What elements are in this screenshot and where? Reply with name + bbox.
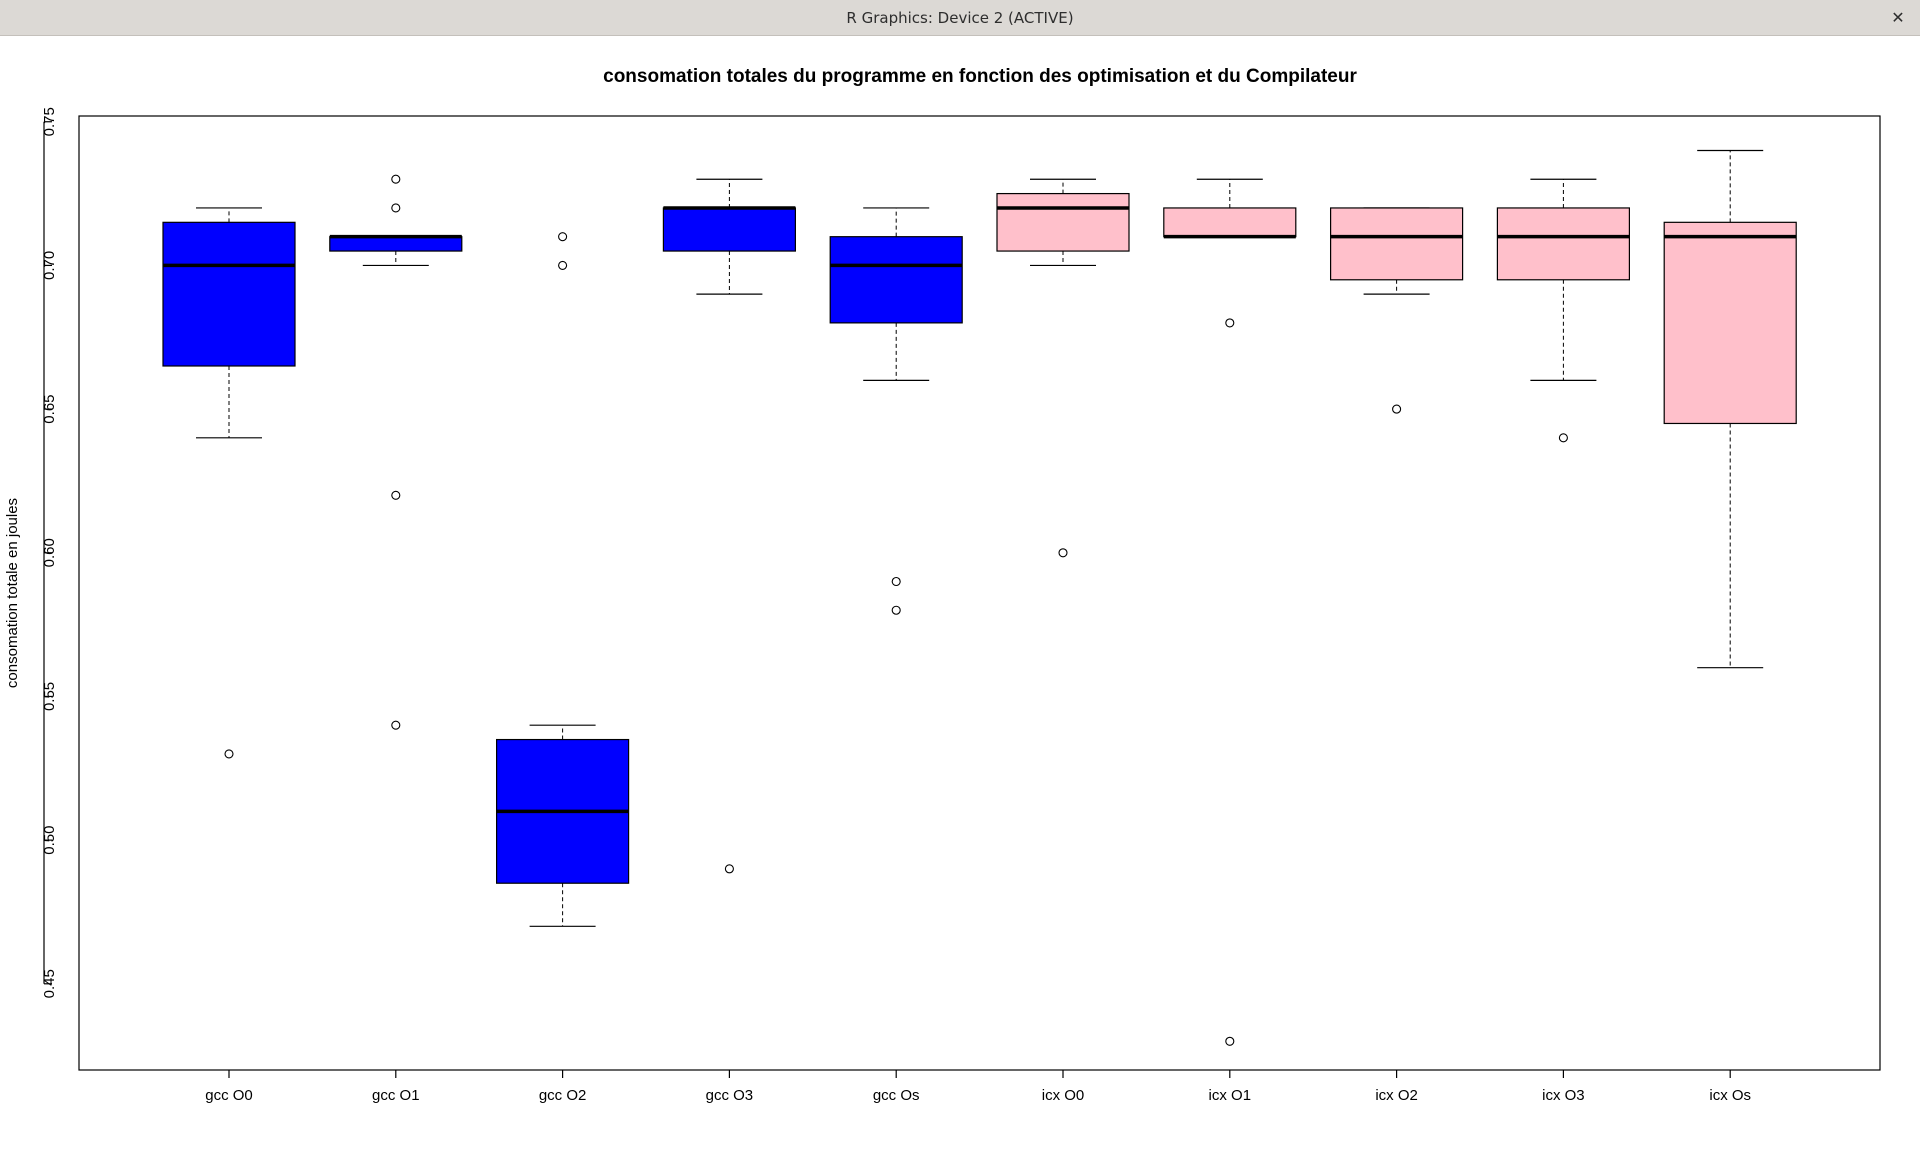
y-tick-label: 0.60: [41, 538, 58, 567]
box-iqr: [1663, 221, 1797, 425]
box-gcc-os: [829, 207, 963, 615]
window-titlebar: R Graphics: Device 2 (ACTIVE) ✕: [0, 0, 1920, 36]
outlier-point: [391, 490, 401, 500]
x-tick-label: gcc O3: [706, 1087, 754, 1104]
box-iqr: [996, 192, 1130, 252]
x-tick-label: icx O0: [1042, 1087, 1085, 1104]
box-icx-o2: [1329, 207, 1464, 414]
x-tick-label: icx O1: [1209, 1087, 1252, 1104]
x-tick-label: gcc Os: [873, 1087, 920, 1104]
box-iqr: [829, 236, 963, 324]
box-iqr: [1329, 207, 1464, 281]
y-tick-label: 0.70: [41, 251, 58, 280]
box-icx-os: [1663, 149, 1797, 669]
outlier-point: [1225, 318, 1235, 328]
y-axis-label: consomation totale en joules: [4, 498, 21, 688]
x-tick-label: icx O2: [1375, 1087, 1418, 1104]
outlier-point: [891, 605, 901, 615]
box-gcc-o1: [329, 174, 463, 730]
y-axis: 0.45 0.50 0.55 0.60 0.65 0.70 0.75: [41, 107, 58, 998]
boxes-group: [162, 149, 1797, 1046]
y-tick-label: 0.75: [41, 107, 58, 136]
box-icx-o1: [1163, 178, 1297, 1046]
box-icx-o0: [996, 178, 1130, 558]
y-tick-label: 0.65: [41, 394, 58, 423]
y-tick-label: 0.45: [41, 969, 58, 998]
box-iqr: [662, 207, 797, 252]
outlier-point: [391, 174, 401, 184]
box-gcc-o3: [662, 178, 797, 874]
outlier-point: [1058, 548, 1068, 558]
box-iqr: [1163, 207, 1297, 238]
outlier-point: [1225, 1036, 1235, 1046]
outlier-point: [558, 260, 568, 270]
outlier-point: [724, 864, 734, 874]
outlier-point: [224, 749, 234, 759]
x-tick-label: gcc O0: [205, 1087, 253, 1104]
y-tick-label: 0.55: [41, 682, 58, 711]
outlier-point: [1558, 433, 1568, 443]
boxplot-chart: consomation totales du programme en fonc…: [4, 66, 1881, 1104]
box-icx-o3: [1496, 178, 1631, 443]
x-tick-label: gcc O1: [372, 1087, 420, 1104]
outlier-point: [391, 203, 401, 213]
x-axis: gcc O0 gcc O1 gcc O2 gcc O3 gcc Os icx O0 icx …: [205, 1070, 1751, 1104]
x-tick-label: icx Os: [1709, 1087, 1751, 1104]
outlier-point: [558, 232, 568, 242]
box-iqr: [329, 236, 463, 252]
chart-title: consomation totales du programme en fonc…: [603, 66, 1357, 87]
window-title: R Graphics: Device 2 (ACTIVE): [846, 9, 1074, 27]
outlier-point: [891, 576, 901, 587]
y-tick-label: 0.50: [41, 826, 58, 855]
box-gcc-o0: [162, 207, 296, 759]
plot-frame: [78, 115, 1881, 1071]
x-tick-label: icx O3: [1542, 1087, 1585, 1104]
box-iqr: [1496, 207, 1631, 281]
box-gcc-o2: [496, 232, 630, 927]
outlier-point: [391, 720, 401, 730]
x-tick-label: gcc O2: [539, 1087, 587, 1104]
close-icon[interactable]: ✕: [1891, 8, 1905, 27]
outlier-point: [1392, 404, 1402, 414]
box-iqr: [162, 221, 296, 367]
